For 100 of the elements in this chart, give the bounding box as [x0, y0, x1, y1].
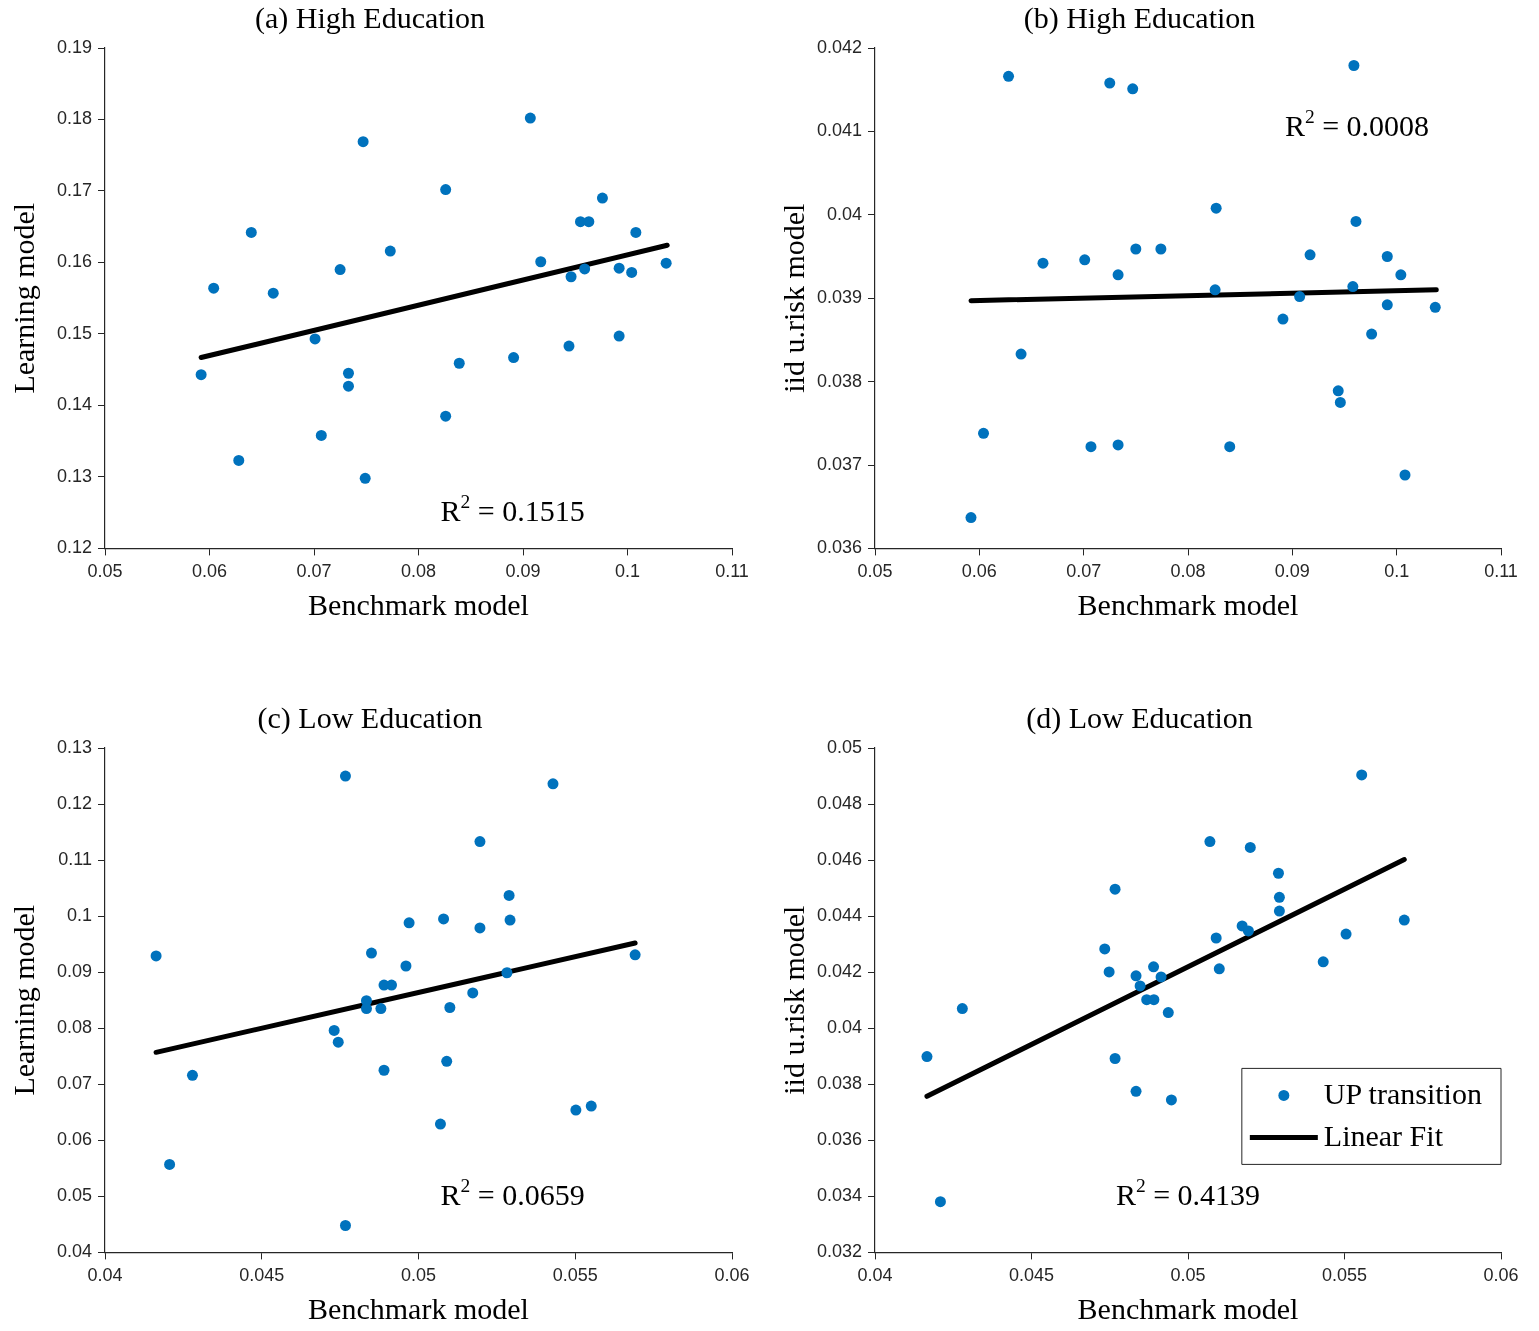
y-tick-label: 0.032 [816, 1241, 862, 1262]
x-tick-label: 0.06 [961, 561, 997, 582]
point [563, 340, 575, 352]
x-tick-label: 0.045 [239, 1265, 285, 1286]
point [1148, 961, 1160, 973]
y-tick-label: 0.09 [56, 961, 92, 982]
point [579, 263, 591, 275]
y-tick-label: 0.041 [816, 120, 862, 141]
point [1079, 254, 1091, 266]
point [660, 257, 672, 269]
y-tick-label: 0.13 [56, 736, 92, 757]
point [1015, 348, 1027, 360]
chart-title: (a) High Education [255, 0, 485, 35]
point [339, 770, 351, 782]
point [1350, 215, 1362, 227]
y-axis-title: iid u.risk model [776, 905, 810, 1095]
x-tick-label: 0.11 [1484, 561, 1518, 582]
y-tick-label: 0.1 [66, 905, 92, 926]
point [267, 287, 279, 299]
point [1104, 77, 1116, 89]
chart-title: (d) Low Education [1026, 700, 1253, 735]
y-tick-label: 0.04 [56, 1241, 92, 1262]
y-tick-label: 0.042 [816, 36, 862, 57]
x-axis-title: Benchmark model [1077, 587, 1299, 621]
y-tick-label: 0.038 [816, 1073, 862, 1094]
point [570, 1104, 582, 1116]
x-tick-label: 0.04 [87, 1265, 123, 1286]
y-tick-label: 0.036 [816, 1129, 862, 1150]
point [535, 256, 547, 268]
point [441, 1055, 453, 1067]
legend-label: UP transition [1323, 1077, 1482, 1111]
point [565, 271, 577, 283]
y-tick-label: 0.034 [816, 1185, 862, 1206]
point [1332, 385, 1344, 397]
point [359, 472, 371, 484]
point [150, 950, 162, 962]
point [440, 410, 452, 422]
point [504, 914, 516, 926]
point [1109, 883, 1121, 895]
point [245, 226, 257, 238]
point [438, 913, 450, 925]
y-axis-title: iid u.risk model [776, 203, 810, 393]
x-tick-label: 0.08 [1170, 561, 1206, 582]
x-tick-label: 0.06 [714, 1265, 750, 1286]
point [1395, 269, 1407, 281]
point [1209, 284, 1221, 296]
y-tick-label: 0.07 [56, 1073, 92, 1094]
point [342, 380, 354, 392]
y-tick-label: 0.12 [56, 793, 92, 814]
x-tick-label: 0.04 [857, 1265, 893, 1286]
x-tick-label: 0.05 [1170, 1265, 1206, 1286]
point [440, 184, 452, 196]
x-tick-label: 0.06 [1483, 1265, 1519, 1286]
y-axis-title: Learning model [6, 904, 40, 1096]
point [334, 264, 346, 276]
x-tick-label: 0.06 [191, 561, 228, 582]
x-axis-title: Benchmark model [308, 1291, 529, 1325]
point [1356, 769, 1368, 781]
point [1348, 60, 1360, 72]
point [186, 1069, 198, 1081]
point [630, 226, 642, 238]
point [1294, 291, 1306, 303]
y-tick-label: 0.13 [56, 465, 92, 486]
y-tick-label: 0.15 [56, 322, 92, 343]
point [626, 266, 638, 278]
point [613, 330, 625, 342]
point [1340, 928, 1352, 940]
y-tick-label: 0.04 [826, 203, 862, 224]
x-tick-label: 0.11 [715, 561, 749, 582]
x-tick-label: 0.055 [1321, 1265, 1368, 1286]
legend-label: Linear Fit [1323, 1119, 1444, 1153]
y-tick-label: 0.11 [58, 849, 92, 870]
point [1304, 249, 1316, 261]
x-tick-label: 0.05 [87, 561, 123, 582]
point [328, 1024, 340, 1036]
y-tick-label: 0.039 [816, 287, 862, 308]
point [1204, 836, 1216, 848]
point [934, 1196, 946, 1208]
point [1112, 269, 1124, 281]
point [585, 1100, 597, 1112]
point [1347, 281, 1359, 293]
point [400, 960, 412, 972]
x-tick-label: 0.1 [614, 561, 641, 582]
point [1224, 441, 1236, 453]
y-tick-label: 0.046 [816, 849, 862, 870]
point [453, 357, 465, 369]
x-axis-title: Benchmark model [308, 587, 529, 621]
y-tick-label: 0.17 [56, 179, 92, 200]
point [956, 1003, 968, 1015]
point [1366, 328, 1378, 340]
point [1277, 313, 1289, 325]
point [360, 1003, 372, 1015]
y-tick-label: 0.038 [816, 370, 862, 391]
y-axis-title: Learning model [6, 202, 40, 394]
x-tick-label: 0.08 [400, 561, 437, 582]
y-tick-label: 0.048 [816, 793, 862, 814]
y-tick-label: 0.036 [816, 537, 862, 558]
x-tick-label: 0.05 [857, 561, 893, 582]
x-tick-label: 0.1 [1384, 561, 1410, 582]
chart-title: (b) High Education [1023, 0, 1256, 35]
